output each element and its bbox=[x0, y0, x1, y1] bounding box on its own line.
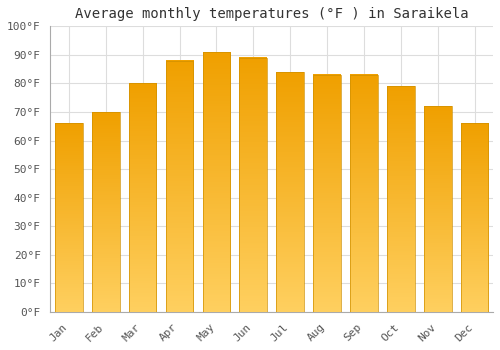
Bar bbox=[202, 52, 230, 312]
Bar bbox=[92, 112, 120, 312]
Bar bbox=[166, 61, 194, 312]
Bar bbox=[461, 124, 488, 312]
Bar bbox=[276, 72, 304, 312]
Title: Average monthly temperatures (°F ) in Saraikela: Average monthly temperatures (°F ) in Sa… bbox=[75, 7, 468, 21]
Bar bbox=[240, 58, 267, 312]
Bar bbox=[387, 86, 414, 312]
Bar bbox=[350, 75, 378, 312]
Bar bbox=[55, 124, 82, 312]
Bar bbox=[129, 83, 156, 312]
Bar bbox=[313, 75, 341, 312]
Bar bbox=[424, 106, 452, 312]
